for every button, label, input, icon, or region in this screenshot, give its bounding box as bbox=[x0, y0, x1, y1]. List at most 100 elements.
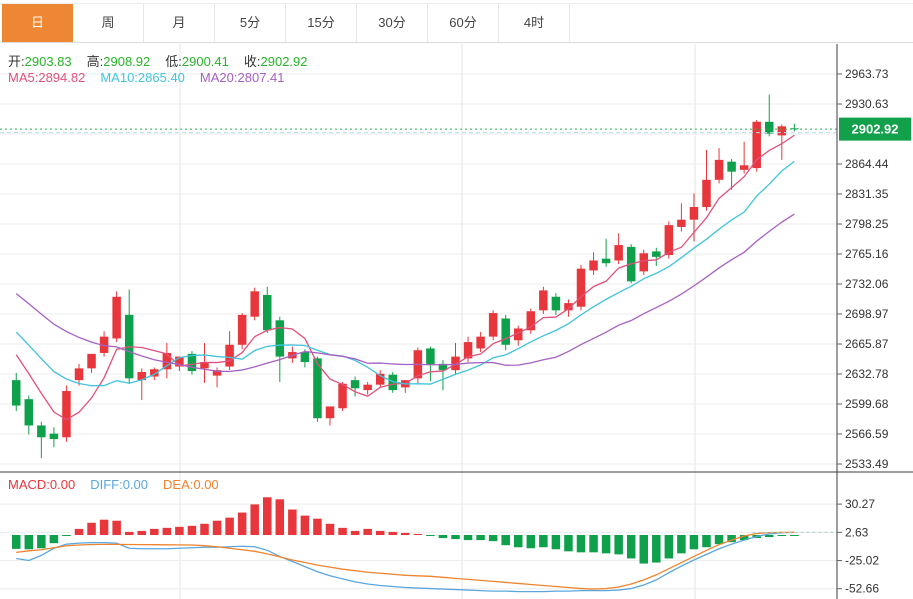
macd-bar[interactable] bbox=[237, 512, 247, 535]
macd-bar[interactable] bbox=[124, 531, 134, 535]
macd-bar[interactable] bbox=[777, 535, 787, 537]
macd-bar[interactable] bbox=[739, 535, 749, 541]
candle-body[interactable] bbox=[187, 353, 197, 372]
macd-bar[interactable] bbox=[639, 535, 649, 564]
candle-body[interactable] bbox=[564, 303, 573, 311]
candle-body[interactable] bbox=[12, 380, 21, 406]
candle-body[interactable] bbox=[162, 352, 172, 370]
candle-body[interactable] bbox=[300, 352, 310, 363]
tab-5分[interactable]: 5分 bbox=[215, 4, 286, 42]
macd-bar[interactable] bbox=[24, 535, 34, 550]
macd-bar[interactable] bbox=[677, 535, 686, 554]
macd-bar[interactable] bbox=[137, 530, 147, 535]
candle-body[interactable] bbox=[99, 336, 109, 353]
candle-body[interactable] bbox=[112, 296, 121, 339]
macd-bar[interactable] bbox=[589, 535, 598, 553]
macd-bar[interactable] bbox=[401, 532, 410, 535]
candle-body[interactable] bbox=[501, 318, 510, 345]
macd-bar[interactable] bbox=[288, 509, 297, 536]
macd-bar[interactable] bbox=[765, 535, 774, 538]
candle-body[interactable] bbox=[175, 356, 184, 367]
candle-body[interactable] bbox=[539, 290, 548, 311]
candle-body[interactable] bbox=[476, 336, 485, 349]
macd-bar[interactable] bbox=[790, 535, 799, 536]
candle-body[interactable] bbox=[714, 159, 724, 180]
tab-60分[interactable]: 60分 bbox=[428, 4, 499, 42]
macd-bar[interactable] bbox=[350, 530, 360, 535]
macd-bar[interactable] bbox=[476, 535, 485, 541]
candle-body[interactable] bbox=[49, 433, 59, 440]
candle-body[interactable] bbox=[426, 348, 435, 365]
macd-bar[interactable] bbox=[413, 533, 423, 535]
candle-body[interactable] bbox=[739, 165, 749, 170]
macd-bar[interactable] bbox=[488, 535, 498, 542]
macd-bar[interactable] bbox=[463, 535, 473, 541]
candle-body[interactable] bbox=[212, 370, 222, 376]
candle-body[interactable] bbox=[338, 383, 347, 409]
macd-bar[interactable] bbox=[37, 535, 46, 549]
macd-bar[interactable] bbox=[426, 535, 435, 537]
tab-30分[interactable]: 30分 bbox=[357, 4, 428, 42]
candle-body[interactable] bbox=[225, 344, 234, 367]
macd-bar[interactable] bbox=[263, 497, 272, 535]
macd-bar[interactable] bbox=[564, 535, 573, 552]
macd-bar[interactable] bbox=[74, 528, 84, 535]
macd-bar[interactable] bbox=[87, 522, 96, 535]
candle-body[interactable] bbox=[263, 294, 272, 331]
macd-bar[interactable] bbox=[225, 517, 234, 535]
candle-body[interactable] bbox=[576, 268, 586, 307]
macd-bar[interactable] bbox=[576, 535, 586, 553]
macd-bar[interactable] bbox=[601, 535, 611, 554]
candle-body[interactable] bbox=[275, 320, 285, 357]
candle-body[interactable] bbox=[463, 342, 473, 359]
candle-body[interactable] bbox=[24, 399, 34, 426]
macd-bar[interactable] bbox=[187, 525, 197, 535]
macd-bar[interactable] bbox=[539, 535, 548, 548]
macd-bar[interactable] bbox=[689, 535, 699, 550]
macd-bar[interactable] bbox=[112, 520, 121, 535]
candle-body[interactable] bbox=[137, 371, 147, 381]
macd-bar[interactable] bbox=[438, 535, 448, 539]
macd-bar[interactable] bbox=[162, 527, 172, 535]
macd-bar[interactable] bbox=[714, 535, 724, 545]
candle-body[interactable] bbox=[62, 391, 71, 438]
macd-bar[interactable] bbox=[212, 520, 222, 535]
candle-body[interactable] bbox=[727, 161, 736, 172]
candle-body[interactable] bbox=[526, 311, 536, 331]
macd-bar[interactable] bbox=[62, 535, 71, 537]
macd-bar[interactable] bbox=[526, 535, 536, 549]
candle-body[interactable] bbox=[200, 362, 209, 369]
candle-body[interactable] bbox=[589, 260, 598, 271]
candle-body[interactable] bbox=[488, 313, 498, 337]
candle-body[interactable] bbox=[664, 225, 674, 256]
macd-bar[interactable] bbox=[664, 535, 674, 559]
macd-bar[interactable] bbox=[150, 528, 159, 535]
tab-周[interactable]: 周 bbox=[73, 4, 144, 42]
candle-body[interactable] bbox=[765, 121, 774, 134]
macd-bar[interactable] bbox=[300, 515, 310, 535]
macd-bar[interactable] bbox=[727, 535, 736, 543]
macd-bar[interactable] bbox=[375, 530, 385, 535]
macd-bar[interactable] bbox=[275, 499, 285, 535]
macd-bar[interactable] bbox=[12, 535, 21, 549]
candle-body[interactable] bbox=[237, 314, 247, 345]
macd-bar[interactable] bbox=[175, 526, 184, 535]
candle-body[interactable] bbox=[639, 253, 649, 272]
macd-bar[interactable] bbox=[250, 504, 259, 535]
candle-body[interactable] bbox=[438, 363, 448, 371]
macd-bar[interactable] bbox=[652, 535, 661, 563]
candle-body[interactable] bbox=[451, 356, 460, 371]
candle-body[interactable] bbox=[250, 291, 259, 317]
candle-body[interactable] bbox=[777, 126, 787, 136]
candle-body[interactable] bbox=[689, 207, 699, 220]
candle-body[interactable] bbox=[150, 369, 159, 377]
tab-月[interactable]: 月 bbox=[144, 4, 215, 42]
macd-bar[interactable] bbox=[614, 535, 623, 555]
candle-body[interactable] bbox=[677, 219, 686, 227]
candle-body[interactable] bbox=[375, 373, 385, 385]
candle-body[interactable] bbox=[350, 380, 360, 389]
macd-bar[interactable] bbox=[451, 535, 460, 540]
candle-body[interactable] bbox=[325, 406, 335, 419]
candle-body[interactable] bbox=[37, 425, 46, 438]
